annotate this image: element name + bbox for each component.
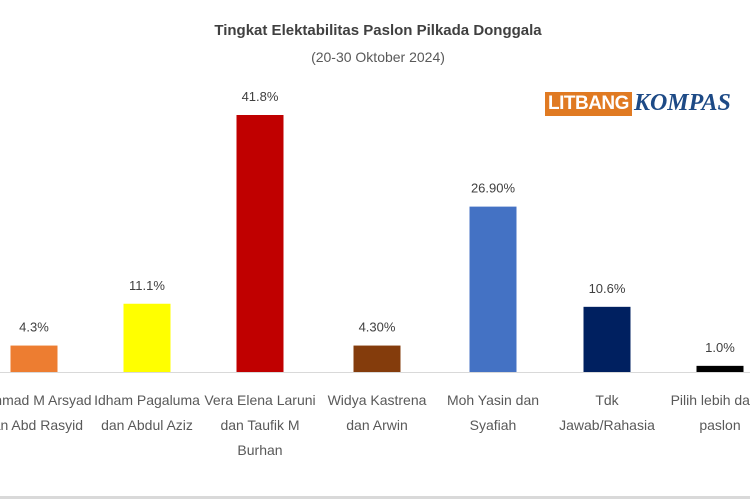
logo-kompas: KOMPAS bbox=[633, 90, 731, 116]
category-label: Pilih lebih dari 1 paslon bbox=[670, 392, 750, 433]
category-label: Idham Pagaluma dan Abdul Aziz bbox=[94, 392, 200, 433]
category-label: Vera Elena Laruni dan Taufik M Burhan bbox=[204, 392, 316, 458]
bar bbox=[696, 365, 744, 372]
category-label: Rahmad M Arsyad dan Abd Rasyid bbox=[0, 392, 92, 433]
logo-litbang: LITBANG bbox=[545, 91, 632, 116]
category-label: Widya Kastrena dan Arwin bbox=[327, 392, 427, 433]
chart-subtitle: (20-30 Oktober 2024) bbox=[311, 49, 445, 65]
data-label: 4.3% bbox=[19, 320, 49, 335]
bar bbox=[353, 345, 401, 372]
bar bbox=[123, 303, 171, 372]
data-label: 26.90% bbox=[471, 181, 516, 196]
data-label: 11.1% bbox=[129, 278, 165, 293]
data-label: 10.6% bbox=[589, 281, 626, 296]
chart-title: Tingkat Elektabilitas Paslon Pilkada Don… bbox=[214, 22, 542, 39]
category-label: Moh Yasin dan Syafiah bbox=[446, 392, 540, 433]
data-label: 1.0% bbox=[705, 340, 735, 355]
bar bbox=[583, 306, 631, 372]
divider bbox=[0, 496, 750, 499]
litbang-kompas-logo: LITBANG KOMPAS bbox=[545, 90, 731, 117]
bar bbox=[469, 206, 517, 372]
data-label: 4.30% bbox=[359, 320, 396, 335]
data-label: 41.8% bbox=[242, 89, 279, 104]
bar bbox=[10, 345, 58, 372]
bar bbox=[236, 115, 284, 372]
category-label: Tdk Jawab/Rahasia bbox=[559, 392, 655, 433]
